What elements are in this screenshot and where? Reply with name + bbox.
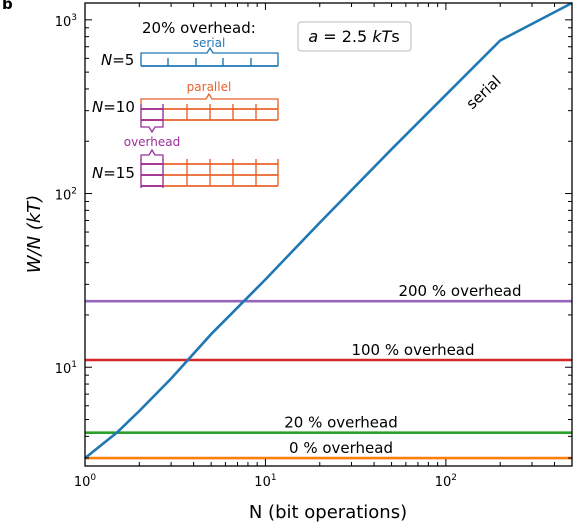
panel-letter: b (2, 0, 13, 13)
series-line-serial (84, 1, 573, 460)
inset-parallel-label: parallel (187, 80, 232, 94)
inset-schematic: 20% overhead: serial N=5 parallel N=10 o… (92, 19, 279, 188)
x-axis-title: N (bit operations) (249, 502, 407, 523)
inset-overhead-label: overhead (124, 135, 181, 149)
label-0-overhead: 0 % overhead (289, 439, 393, 457)
serial-curve-label: serial (463, 72, 505, 113)
inset-title: 20% overhead: (142, 19, 256, 37)
y-axis-title: W/N (kT) (24, 195, 45, 274)
row-label-n5: N=5 (101, 51, 134, 69)
x-tick-label: 100 (74, 473, 97, 490)
plot-frame (84, 2, 573, 467)
inset-row-n5 (140, 58, 279, 67)
x-tick-label: 102 (435, 473, 457, 490)
param-symbol: a (308, 27, 318, 46)
label-20-overhead: 20 % overhead (284, 414, 398, 432)
param-value: = 2.5 (318, 27, 372, 46)
overhead-brace-upper (140, 148, 164, 160)
inset-row-n10 (140, 104, 279, 122)
inset-serial-label: serial (193, 36, 226, 50)
x-tick-label: 101 (254, 473, 276, 490)
serial-brace (140, 46, 279, 58)
row-label-n10: N=10 (92, 98, 135, 116)
axis-ticks: 100 101 102 101 102 103 (55, 3, 573, 490)
curve-labels: 200 % overhead 100 % overhead 20 % overhea… (284, 282, 521, 457)
y-tick-label: 103 (55, 13, 77, 30)
param-suffix: s (391, 27, 399, 46)
label-100-overhead: 100 % overhead (351, 341, 474, 359)
inset-row-n15 (140, 159, 279, 188)
y-tick-label: 101 (55, 360, 77, 377)
overhead-brace (140, 122, 164, 134)
row-label-n15: N=15 (92, 164, 135, 182)
parameter-box: a = 2.5 kTs (297, 21, 412, 52)
label-200-overhead: 200 % overhead (398, 282, 521, 300)
overhead-lines (85, 299, 572, 460)
svg-text:a = 2.5 kTs: a = 2.5 kTs (308, 27, 399, 46)
y-tick-label: 102 (55, 187, 77, 204)
parallel-brace (140, 92, 279, 104)
param-unit: kT (372, 27, 392, 46)
serial-line-layer (84, 1, 573, 460)
